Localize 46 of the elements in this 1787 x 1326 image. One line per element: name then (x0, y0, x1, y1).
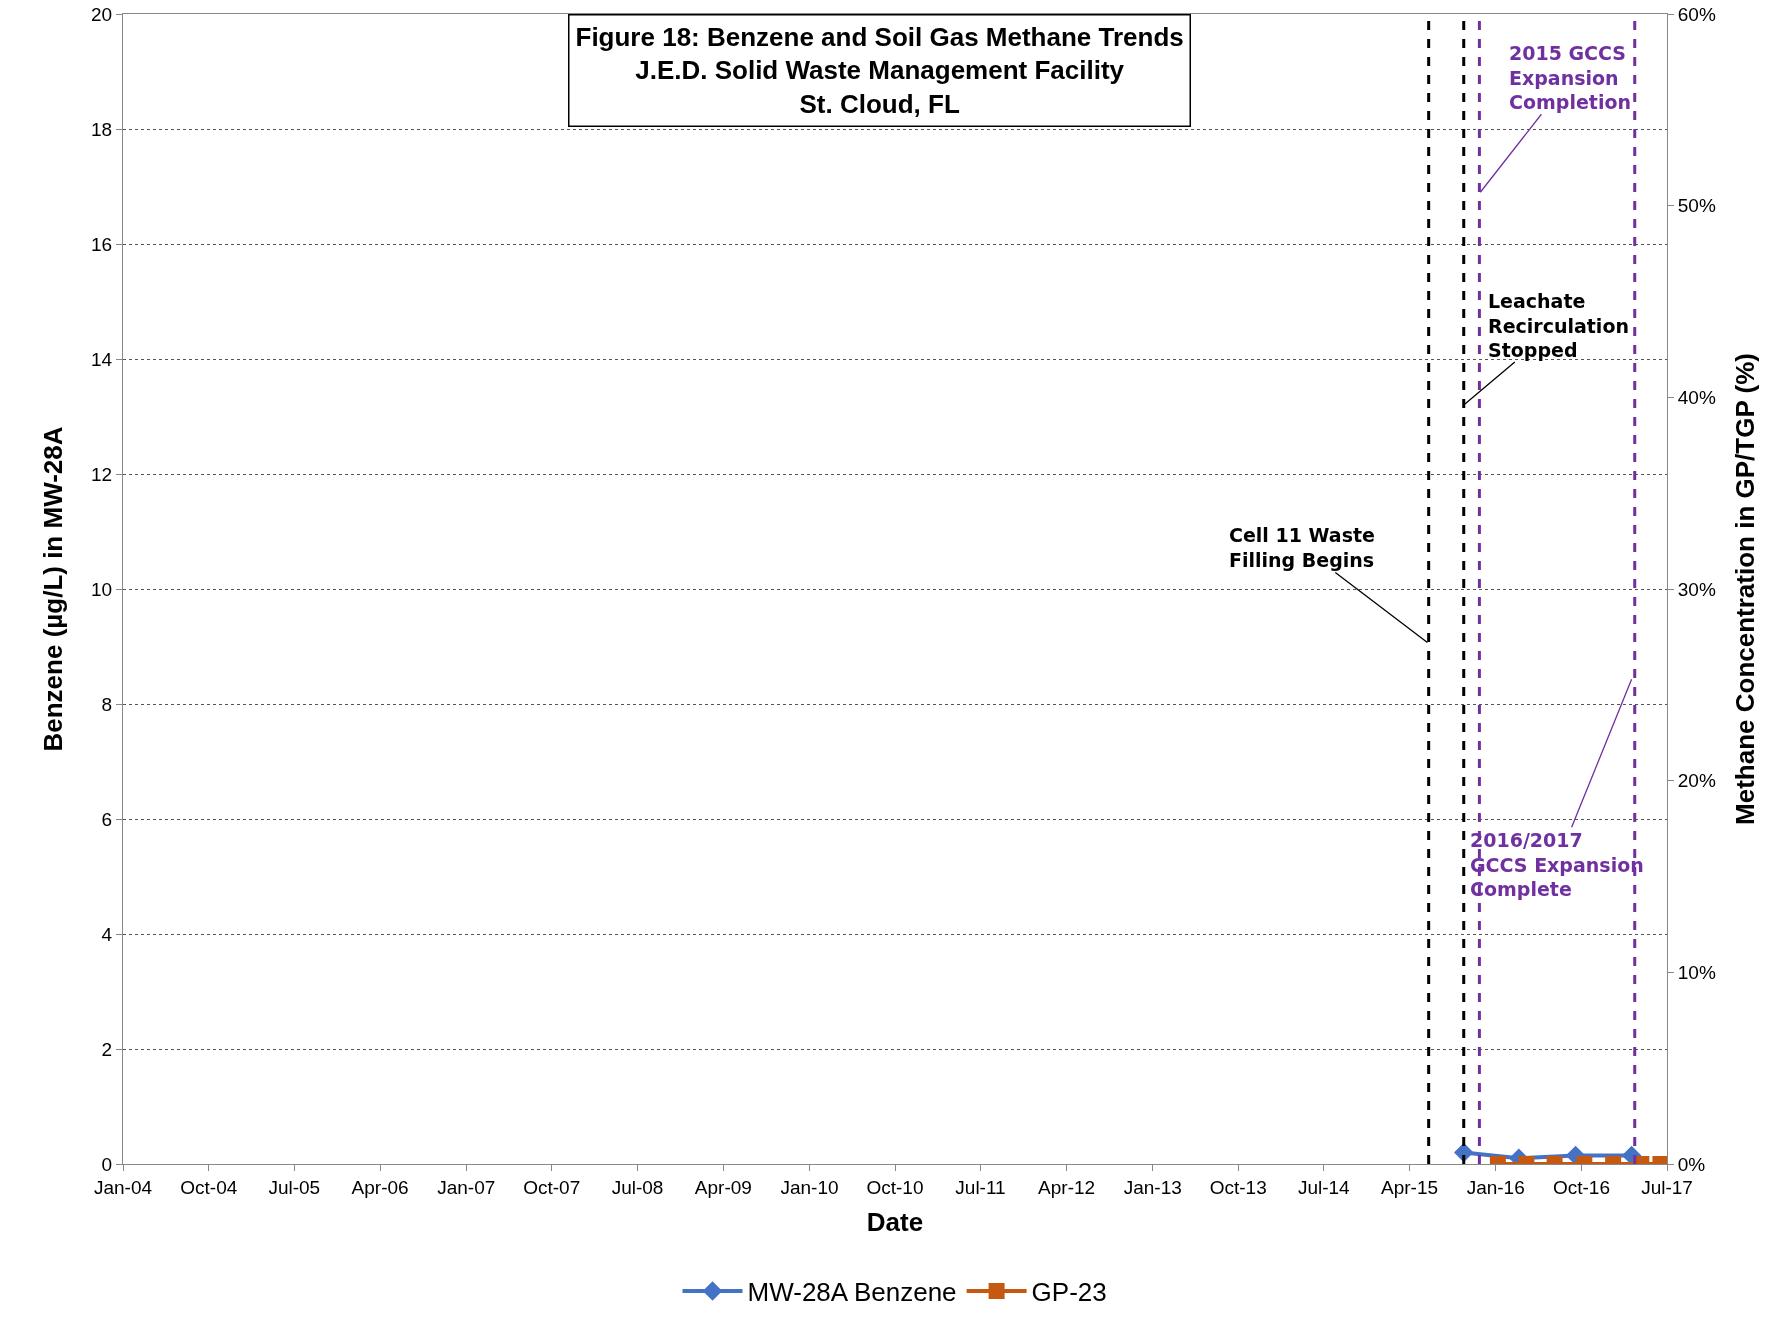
y2-tick-label: 50% (1677, 195, 1716, 217)
x-tick-label: Jul-17 (1641, 1176, 1693, 1198)
x-tick-label: Jan-16 (1466, 1176, 1525, 1198)
x-tick-label: Oct-16 (1552, 1176, 1611, 1198)
y2-axis-title: Methane Concentration in GP/TGP (%) (1729, 353, 1760, 825)
y-tick-label: 16 (91, 233, 113, 255)
annotation: Leachate Recirculation Stopped (1488, 290, 1629, 362)
annotation: 2015 GCCS Expansion Completion (1509, 42, 1631, 114)
annotation: Cell 11 Waste Filling Begins (1229, 524, 1375, 571)
x-tick-label: Jan-13 (1123, 1176, 1182, 1198)
x-axis-title: Date (866, 1207, 924, 1238)
x-tick-label: Jan-07 (437, 1176, 496, 1198)
x-tick-label: Apr-06 (351, 1176, 409, 1198)
y-tick-label: 18 (91, 118, 113, 140)
y2-tick-label: 40% (1677, 386, 1716, 408)
x-tick-label: Oct-10 (866, 1176, 924, 1198)
y-tick-label: 0 (101, 1153, 113, 1175)
x-tick-label: Jul-05 (268, 1176, 321, 1198)
x-tick-label: Oct-13 (1209, 1176, 1267, 1198)
text: Figure 18: Benzene and Soil Gas Methane Trends J.E.D. Solid Waste Management Facility St. Cloud, FL (575, 21, 1184, 120)
x-tick-label: Apr-15 (1381, 1176, 1439, 1198)
x-tick-label: Jan-10 (780, 1176, 839, 1198)
y2-tick-label: 10% (1677, 961, 1716, 983)
y-tick-label: 14 (91, 348, 113, 370)
legend-label: GP-23 (1031, 1277, 1107, 1308)
y2-tick-label: 60% (1677, 3, 1716, 25)
x-tick-label: Jul-08 (611, 1176, 664, 1198)
y-tick-label: 6 (101, 808, 113, 830)
x-tick-label: Apr-09 (694, 1176, 752, 1198)
x-tick-label: Oct-04 (180, 1176, 238, 1198)
y-axis-title: Benzene (µg/L) in MW-28A (38, 426, 69, 752)
x-tick-label: Jul-14 (1297, 1176, 1351, 1198)
y2-tick-label: 0% (1677, 1153, 1706, 1175)
y2-tick-label: 30% (1677, 578, 1716, 600)
x-tick-label: Jul-11 (955, 1176, 1006, 1198)
x-tick-label: Jan-04 (93, 1176, 153, 1198)
y-tick-label: 4 (101, 923, 113, 945)
y-tick-label: 20 (91, 3, 113, 25)
y2-tick-label: 20% (1677, 770, 1716, 792)
x-tick-label: Apr-12 (1038, 1176, 1096, 1198)
y-tick-label: 12 (91, 463, 113, 485)
y-tick-label: 8 (101, 693, 113, 715)
legend-label: MW-28A Benzene (747, 1277, 957, 1308)
y-tick-label: 2 (101, 1038, 113, 1060)
y-tick-label: 10 (91, 578, 113, 600)
x-tick-label: Oct-07 (523, 1176, 581, 1198)
